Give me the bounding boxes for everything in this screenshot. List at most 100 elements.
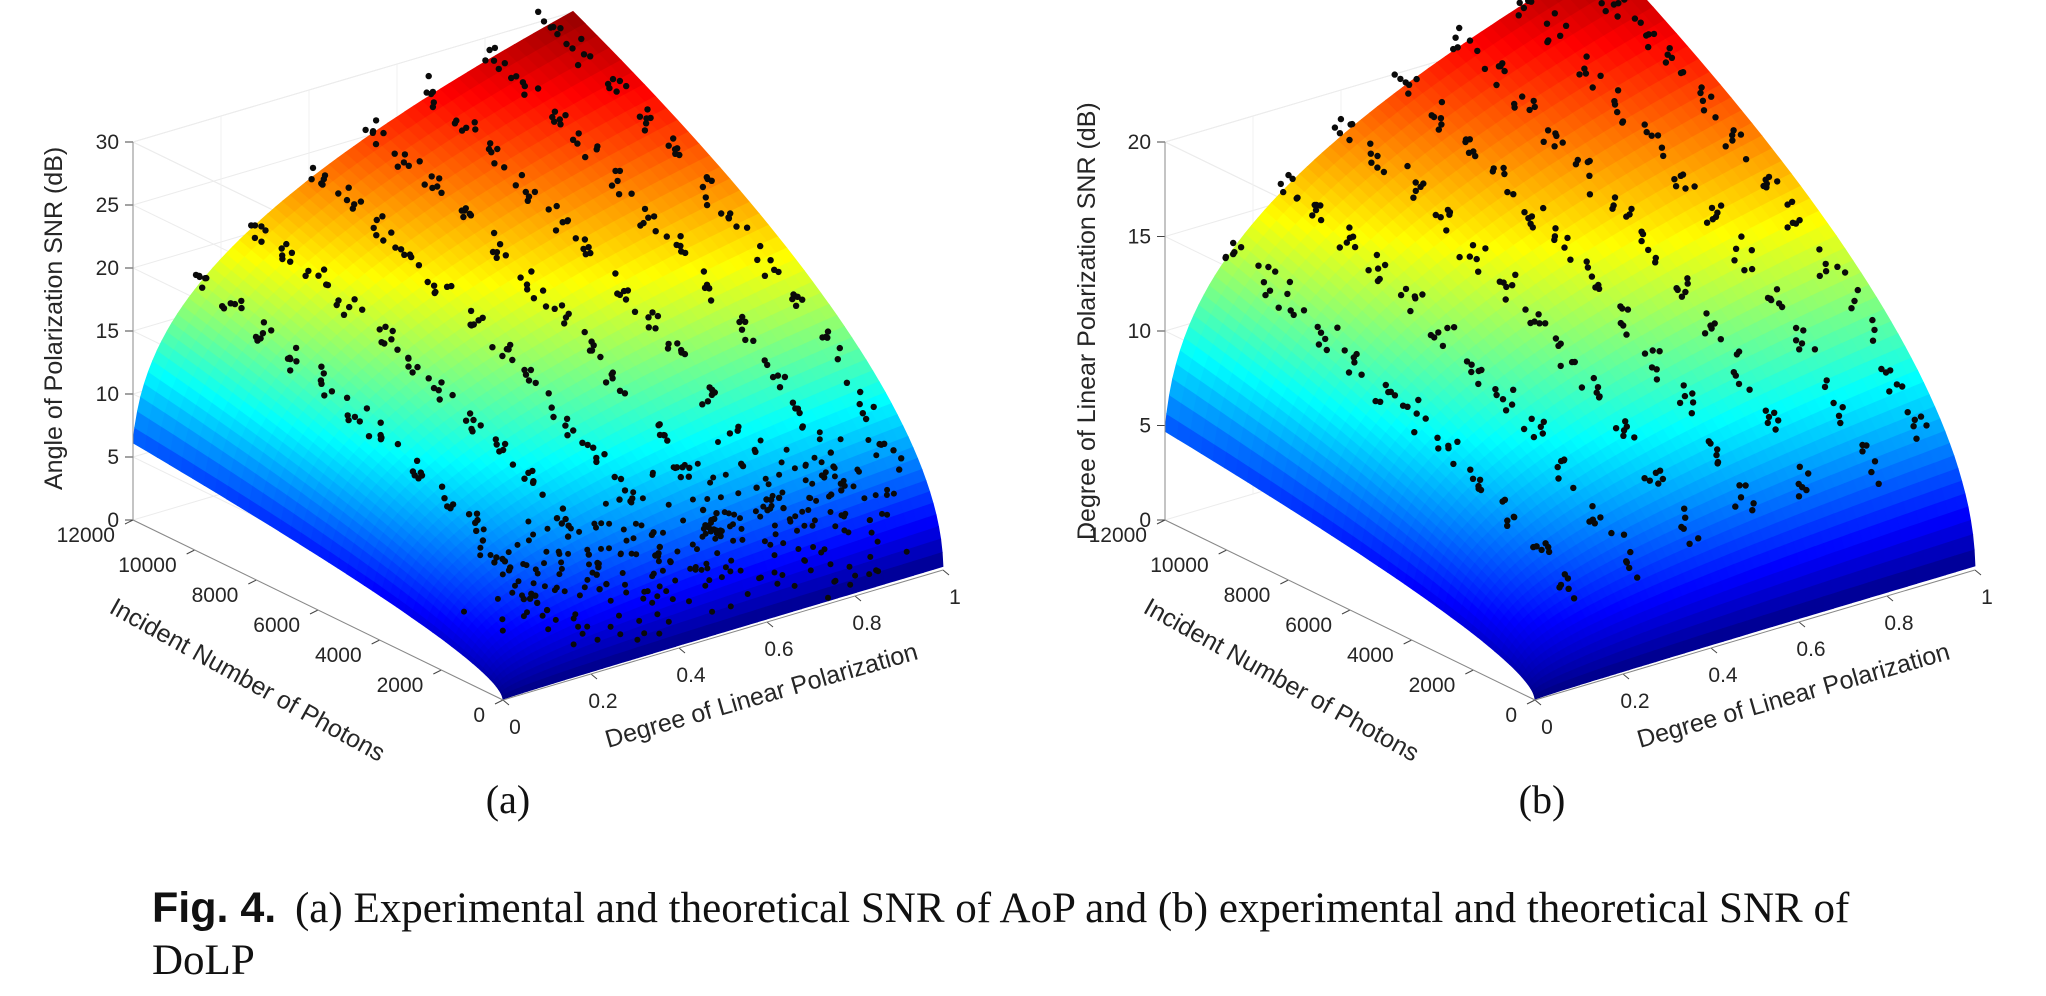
data-point <box>1645 31 1652 38</box>
data-point <box>1552 225 1559 232</box>
data-point <box>1593 389 1600 396</box>
data-point <box>444 503 451 510</box>
data-point <box>1662 59 1670 66</box>
data-point <box>1551 236 1558 244</box>
data-point <box>1653 376 1661 383</box>
data-point <box>1834 263 1841 270</box>
data-point <box>1686 540 1693 547</box>
data-point <box>1382 381 1390 389</box>
data-point <box>1869 316 1876 324</box>
data-point <box>587 249 594 257</box>
data-point <box>1499 396 1507 403</box>
data-point <box>196 273 203 281</box>
data-point <box>752 508 759 515</box>
data-point <box>556 571 563 578</box>
data-point <box>1652 254 1660 262</box>
data-point <box>1597 514 1604 521</box>
data-point <box>1351 243 1359 251</box>
data-point <box>761 272 769 279</box>
data-point <box>652 325 659 332</box>
data-point <box>898 455 905 462</box>
data-point <box>794 405 802 412</box>
data-point <box>1911 416 1919 423</box>
data-point <box>859 410 866 417</box>
data-point <box>1438 121 1445 128</box>
data-point <box>512 182 519 189</box>
data-point <box>1714 460 1721 467</box>
data-point <box>1277 180 1285 188</box>
data-point <box>541 560 547 567</box>
data-point <box>649 599 656 606</box>
data-point <box>1391 71 1398 78</box>
data-point <box>1474 47 1481 55</box>
data-point <box>617 475 625 483</box>
data-point <box>807 567 814 574</box>
data-point <box>875 568 882 575</box>
data-point <box>1839 404 1846 411</box>
data-point <box>1519 93 1526 100</box>
data-point <box>1717 202 1725 209</box>
data-point <box>1526 106 1533 114</box>
data-point <box>874 538 881 545</box>
data-point <box>1712 213 1720 220</box>
data-point <box>1703 219 1711 226</box>
data-point <box>553 584 560 591</box>
data-point <box>1262 291 1269 299</box>
data-point <box>1504 522 1511 529</box>
data-point <box>743 224 751 231</box>
data-point <box>757 242 764 250</box>
data-point <box>499 352 506 360</box>
data-point <box>472 519 479 526</box>
data-point <box>1346 136 1353 144</box>
data-point <box>1571 358 1579 366</box>
data-point <box>623 589 630 596</box>
data-point <box>602 500 609 507</box>
data-point <box>489 344 496 351</box>
data-point <box>1764 419 1772 427</box>
data-point <box>494 145 501 153</box>
data-point <box>328 388 336 395</box>
data-point <box>543 606 551 614</box>
data-point <box>1795 493 1803 500</box>
data-point <box>1300 307 1308 314</box>
data-point <box>580 245 587 253</box>
data-point <box>663 233 670 240</box>
data-point <box>1260 279 1268 286</box>
data-point <box>1731 257 1738 264</box>
data-point <box>843 379 851 386</box>
data-point <box>1699 97 1707 105</box>
data-point <box>519 79 527 86</box>
data-point <box>778 459 785 466</box>
data-point <box>320 266 328 273</box>
data-point <box>1746 386 1753 393</box>
data-point <box>1732 245 1740 252</box>
data-point <box>1628 205 1635 213</box>
data-point <box>1450 324 1458 331</box>
data-point <box>841 482 848 489</box>
data-point <box>315 272 322 279</box>
data-point <box>802 557 808 564</box>
data-point <box>1561 244 1568 251</box>
data-point <box>462 205 469 212</box>
data-point <box>792 302 800 309</box>
data-point <box>656 421 663 428</box>
data-point <box>472 126 479 133</box>
data-point <box>1697 89 1704 97</box>
data-point <box>867 553 874 560</box>
data-point <box>579 439 586 446</box>
data-point <box>1589 84 1596 91</box>
data-point <box>725 215 733 222</box>
data-point <box>490 57 498 64</box>
data-point <box>1811 346 1819 353</box>
data-point <box>1714 446 1721 453</box>
data-point <box>293 358 300 365</box>
data-point <box>1559 139 1566 146</box>
data-point <box>532 379 539 387</box>
data-point <box>614 177 621 185</box>
data-point <box>1545 548 1553 556</box>
data-point <box>694 460 701 467</box>
data-point <box>512 582 518 589</box>
data-point <box>346 303 353 311</box>
data-point <box>238 304 245 312</box>
data-point <box>1420 180 1427 187</box>
